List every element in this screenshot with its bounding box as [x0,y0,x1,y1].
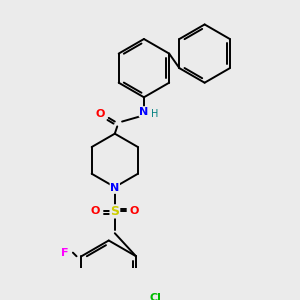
Text: N: N [139,107,148,117]
Text: O: O [95,109,105,119]
Text: Cl: Cl [149,292,161,300]
Text: F: F [61,248,68,258]
Text: N: N [110,183,119,193]
Text: H: H [151,109,158,119]
Text: O: O [91,206,100,216]
Text: S: S [110,205,119,218]
Text: O: O [130,206,139,216]
